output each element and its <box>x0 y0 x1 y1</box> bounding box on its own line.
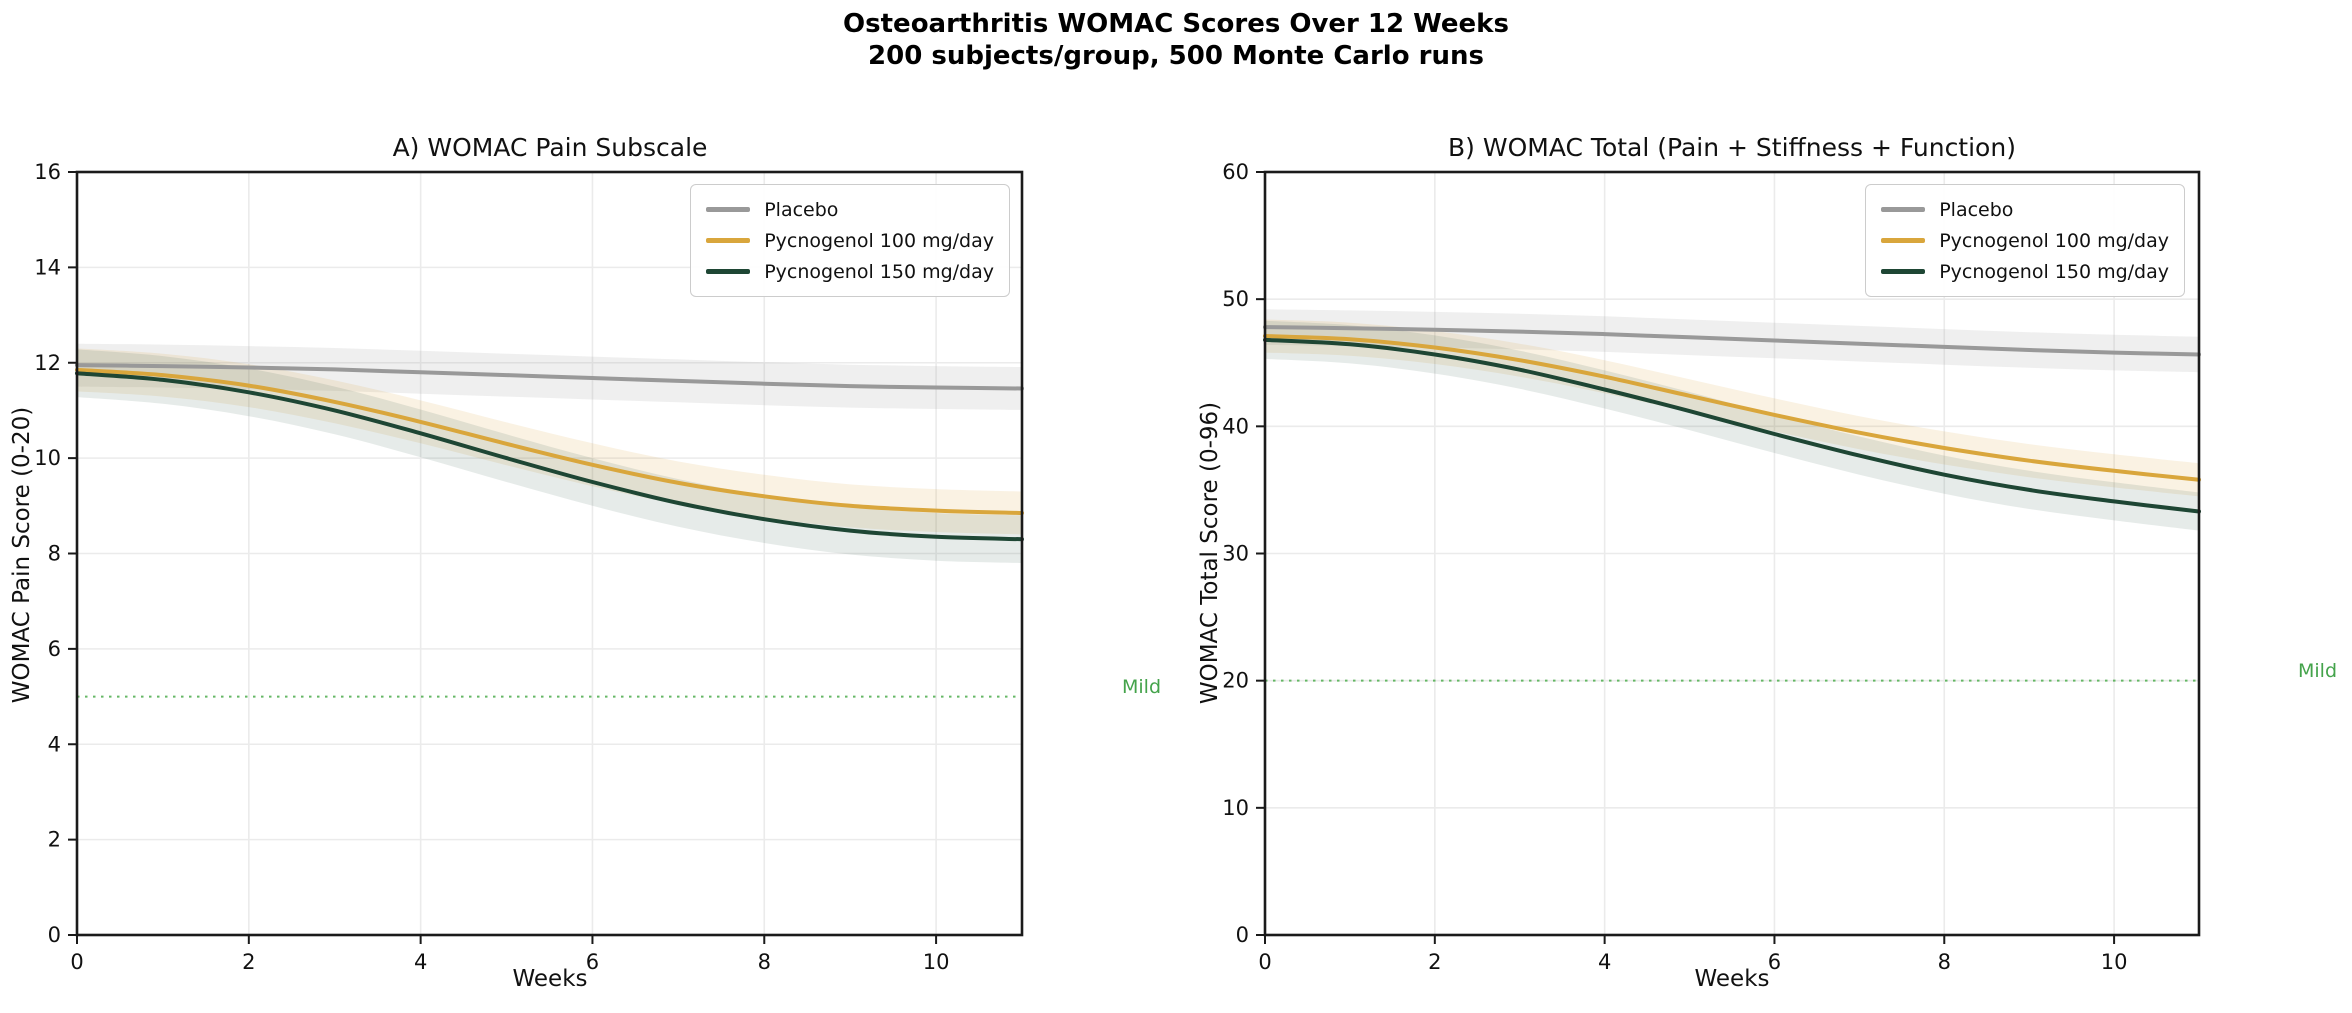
x-tick-label: 2 <box>242 950 255 974</box>
legend-item: Pycnogenol 150 mg/day <box>706 256 994 287</box>
y-tick-label: 8 <box>48 542 61 566</box>
legend-line-swatch <box>706 207 751 212</box>
panel-b-x-axis-label: Weeks <box>1694 966 1770 992</box>
x-tick-label: 2 <box>1428 950 1441 974</box>
y-tick-label: 50 <box>1222 287 1249 311</box>
panel-a-legend: Placebo Pycnogenol 100 mg/day Pycnogenol 1… <box>690 184 1010 297</box>
y-tick-label: 2 <box>48 828 61 852</box>
y-tick-label: 4 <box>48 732 61 756</box>
panel-b-title: B) WOMAC Total (Pain + Stiffness + Funct… <box>1448 133 2016 162</box>
x-tick-label: 6 <box>1768 950 1781 974</box>
figure-title-line2: 200 subjects/group, 500 Monte Carlo runs <box>868 41 1484 71</box>
figure-title: Osteoarthritis WOMAC Scores Over 12 Week… <box>0 8 2352 72</box>
legend-item: Pycnogenol 100 mg/day <box>706 225 994 256</box>
x-tick-label: 8 <box>1938 950 1951 974</box>
x-tick-label: 6 <box>586 950 599 974</box>
panel-a-threshold-label: Mild <box>1122 676 1162 698</box>
y-tick-label: 60 <box>1222 160 1249 184</box>
series-line <box>75 367 1024 515</box>
y-tick-label: 14 <box>34 255 61 279</box>
y-tick-label: 10 <box>34 446 61 470</box>
legend-item: Placebo <box>706 194 994 225</box>
series-line <box>1263 325 2201 357</box>
legend-item-label: Placebo <box>764 198 839 221</box>
y-tick-label: 0 <box>48 923 61 947</box>
y-tick-label: 6 <box>48 637 61 661</box>
confidence-band <box>77 348 1022 535</box>
y-tick-label: 0 <box>1236 923 1249 947</box>
series-line <box>1263 337 2201 514</box>
y-tick-label: 16 <box>34 160 61 184</box>
y-tick-label: 12 <box>34 351 61 375</box>
x-tick-label: 4 <box>414 950 427 974</box>
legend-item: Placebo <box>1881 194 2169 225</box>
x-tick-label: 8 <box>758 950 771 974</box>
legend-line-swatch <box>706 238 751 243</box>
legend-line-swatch <box>1881 269 1926 274</box>
legend-item-label: Placebo <box>1939 198 2014 221</box>
panel-a-x-axis-label: Weeks <box>512 966 588 992</box>
legend-item: Pycnogenol 100 mg/day <box>1881 225 2169 256</box>
legend-item-label: Pycnogenol 150 mg/day <box>764 260 994 283</box>
axes-spines <box>75 170 1024 937</box>
series-line <box>1263 334 2201 482</box>
panel-b-legend: Placebo Pycnogenol 100 mg/day Pycnogenol 1… <box>1865 184 2185 297</box>
figure-title-line1: Osteoarthritis WOMAC Scores Over 12 Week… <box>843 9 1509 39</box>
x-tick-label: 10 <box>923 950 950 974</box>
x-tick-label: 0 <box>70 950 83 974</box>
legend-item-label: Pycnogenol 100 mg/day <box>1939 229 2169 252</box>
legend-line-swatch <box>1881 207 1926 212</box>
y-tick-label: 10 <box>1222 796 1249 820</box>
y-tick-label: 40 <box>1222 414 1249 438</box>
y-tick-label: 30 <box>1222 542 1249 566</box>
panel-b-threshold-label: Mild <box>2298 660 2338 682</box>
panel-a: 0 2 4 6 8 10 0 2 4 6 8 10 12 14 16 <box>34 160 1024 974</box>
legend-line-swatch <box>1881 238 1926 243</box>
series-line <box>75 371 1024 542</box>
panel-b: 0 2 4 6 8 10 0 10 20 30 40 50 60 <box>1222 160 2201 974</box>
legend-line-swatch <box>706 269 751 274</box>
x-tick-label: 4 <box>1598 950 1611 974</box>
axes-spines <box>1263 170 2201 937</box>
series-line <box>75 363 1024 391</box>
x-tick-label: 0 <box>1258 950 1271 974</box>
legend-item-label: Pycnogenol 100 mg/day <box>764 229 994 252</box>
legend-item-label: Pycnogenol 150 mg/day <box>1939 260 2169 283</box>
legend-item: Pycnogenol 150 mg/day <box>1881 256 2169 287</box>
x-tick-label: 10 <box>2101 950 2128 974</box>
y-tick-label: 20 <box>1222 669 1249 693</box>
panel-a-title: A) WOMAC Pain Subscale <box>392 133 708 162</box>
